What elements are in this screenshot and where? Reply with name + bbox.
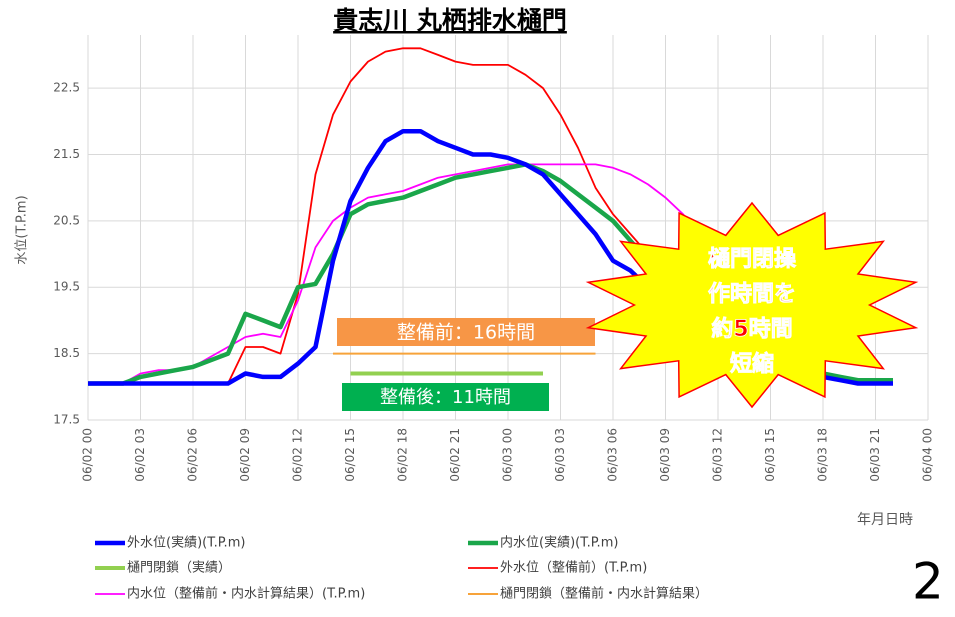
annotation-box	[342, 383, 549, 411]
x-axis-label: 年月日時	[857, 512, 913, 528]
y-tick-label: 18.5	[53, 346, 80, 360]
callout-text: 樋門閉操	[708, 246, 797, 272]
x-tick-label: 06/02 06	[186, 428, 200, 482]
y-tick-label: 21.5	[53, 147, 80, 161]
x-tick-label: 06/02 00	[81, 428, 95, 482]
y-tick-label: 17.5	[53, 413, 80, 427]
x-tick-label: 06/02 18	[396, 428, 410, 482]
legend: 外水位(実績)(T.P.m) 内水位(実績)(T.P.m) 樋門閉鎖（実績） 外水位（…	[95, 535, 708, 602]
y-tick-label: 22.5	[53, 81, 80, 95]
callout-text: 作時間を	[708, 282, 796, 307]
y-tick-label: 20.5	[53, 213, 80, 227]
x-tick-label: 06/03 12	[711, 428, 725, 482]
x-tick-label: 06/03 03	[553, 428, 567, 482]
annotation-text: 整備後：11時間	[380, 387, 511, 408]
legend-label: 外水位(実績)(T.P.m)	[127, 535, 245, 551]
page-number: 2	[912, 553, 944, 611]
x-tick-label: 06/03 00	[501, 428, 515, 482]
grid: 17.5 18.5 19.5 20.5 21.5 22.5 06/02 00 06/02 03…	[53, 35, 935, 482]
x-tick-label: 06/04 00	[921, 428, 935, 482]
x-tick-label: 06/02 12	[291, 428, 305, 482]
x-tick-label: 06/03 21	[868, 428, 882, 482]
annotation-text: 整備前：16時間	[397, 322, 535, 344]
x-tick-label: 06/02 03	[133, 428, 147, 482]
legend-label: 内水位（整備前・内水計算結果）(T.P.m)	[127, 586, 365, 602]
x-tick-label: 06/02 09	[238, 428, 252, 482]
x-tick-label: 06/02 15	[343, 428, 357, 482]
x-tick-label: 06/03 09	[658, 428, 672, 482]
starburst	[585, 201, 919, 409]
y-tick-label: 19.5	[53, 280, 80, 294]
x-tick-label: 06/03 18	[816, 428, 830, 482]
callout-text: 約5時間	[711, 316, 792, 342]
x-tick-label: 06/02 21	[448, 428, 462, 482]
chart-title: 貴志川 丸栖排水樋門	[333, 6, 567, 35]
legend-label: 樋門閉鎖（実績）	[127, 560, 231, 576]
y-axis-label: 水位(T.P.m)	[15, 195, 30, 264]
x-tick-label: 06/03 06	[606, 428, 620, 482]
x-tick-label: 06/03 15	[763, 428, 777, 482]
annotation-box	[337, 318, 595, 346]
callout-text: 短縮	[730, 351, 774, 377]
legend-label: 樋門閉鎖（整備前・内水計算結果）	[500, 586, 708, 602]
legend-label: 外水位（整備前）(T.P.m)	[500, 560, 647, 576]
legend-label: 内水位(実績)(T.P.m)	[500, 535, 618, 551]
